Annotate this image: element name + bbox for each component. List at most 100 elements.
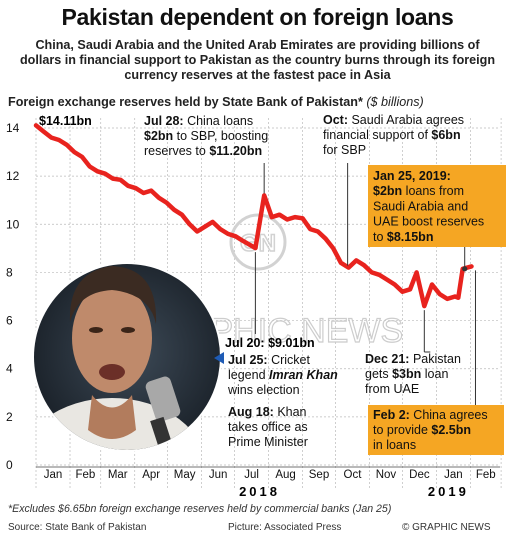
- note-jul28-line: Jul 28: China loans: [144, 114, 253, 128]
- data-point: [189, 223, 191, 225]
- data-point: [371, 271, 373, 273]
- year-label-2019: 2019: [428, 484, 469, 499]
- note-jul25-text: Imran Khan: [269, 368, 338, 382]
- publisher-credit: © GRAPHIC NEWS: [402, 522, 491, 533]
- note-jul25-text: Jul 25:: [228, 353, 268, 367]
- data-point: [73, 151, 75, 153]
- note-jan25-line: UAE boost reserves: [373, 215, 484, 229]
- note-feb2-text: Feb 2:: [373, 408, 410, 422]
- note-jul28-text: to SBP, boosting: [173, 129, 268, 143]
- photo-mouth: [99, 364, 125, 380]
- data-point: [196, 230, 198, 233]
- note-jul25-line: wins election: [227, 383, 300, 397]
- note-jul28-text: $2bn: [144, 129, 173, 143]
- note-aug18-text: Prime Minister: [228, 435, 308, 449]
- data-point: [58, 139, 60, 141]
- month-label: Mar: [108, 469, 128, 481]
- note-jan25-text: Jan 25, 2019:: [373, 169, 451, 183]
- note-jul20-text: $9.01bn: [265, 336, 315, 350]
- y-tick-label: 0: [6, 458, 13, 472]
- note-jan25-text: loans from: [402, 184, 464, 198]
- data-point: [409, 288, 411, 290]
- data-point: [135, 187, 137, 189]
- month-label: Jul: [244, 469, 259, 481]
- note-feb2-line: to provide $2.5bn: [373, 423, 471, 437]
- note-oct-text: for SBP: [323, 143, 366, 157]
- note-feb2-text: in loans: [373, 438, 416, 452]
- month-label: Apr: [142, 469, 160, 481]
- data-point: [112, 178, 114, 180]
- photo-eye: [121, 327, 135, 333]
- data-point: [278, 214, 281, 216]
- data-point: [286, 218, 288, 221]
- y-tick-label: 8: [6, 265, 13, 279]
- data-point: [35, 124, 37, 126]
- note-dec21-line: from UAE: [365, 382, 419, 396]
- note-jul28-line: $2bn to SBP, boosting: [144, 129, 268, 143]
- note-jul28-text: reserves to: [144, 144, 209, 158]
- note-jan25-line: Saudi Arabia and: [373, 199, 468, 213]
- note-aug18-text: Aug 18:: [228, 405, 274, 419]
- pointer-arrow: [214, 352, 224, 364]
- data-point: [348, 267, 350, 269]
- data-point: [423, 305, 425, 307]
- data-point: [416, 271, 418, 273]
- month-label: Sep: [309, 469, 329, 481]
- data-point: [332, 247, 334, 249]
- y-tick-label: 4: [6, 362, 13, 376]
- note-feb2-text: China agrees: [410, 408, 488, 422]
- note-oct-line: Oct: Saudi Arabia agrees: [323, 113, 464, 127]
- data-point: [309, 228, 311, 230]
- note-dec21-text: Pakistan: [409, 352, 460, 366]
- data-point: [325, 238, 327, 240]
- note-jan25-text: $8.15bn: [387, 230, 434, 244]
- note-dec21-text: $3bn: [392, 367, 421, 381]
- note-jan25-text: $2bn: [373, 184, 402, 198]
- note-jul25-text: legend: [228, 368, 269, 382]
- note-dec21-text: Dec 21:: [365, 352, 409, 366]
- note-jul25-text: Cricket: [268, 353, 311, 367]
- month-label: Oct: [344, 469, 363, 481]
- data-point: [263, 194, 265, 196]
- note-dec21-text: loan: [421, 367, 448, 381]
- data-point: [457, 297, 459, 299]
- note-dec21-text: gets: [365, 367, 392, 381]
- y-tick-label: 14: [6, 121, 20, 135]
- note-jul28-line: reserves to $11.20bn: [144, 144, 262, 158]
- data-point: [43, 131, 45, 133]
- note-jul20: Jul 20: $9.01bn: [225, 336, 315, 350]
- data-point: [242, 240, 244, 242]
- page-subtitle: China, Saudi Arabia and the United Arab …: [19, 38, 496, 82]
- y-tick-label: 10: [6, 217, 20, 231]
- note-aug18-line: Prime Minister: [228, 435, 308, 449]
- month-label: Jan: [44, 469, 63, 481]
- year-label-2018: 2018: [239, 484, 280, 499]
- note-jul25-line: legend Imran Khan: [228, 368, 338, 382]
- data-point: [165, 202, 168, 204]
- photo-eye: [89, 327, 103, 333]
- note-jan25-text: to: [373, 230, 387, 244]
- note-feb2-line: in loans: [373, 438, 416, 452]
- data-point: [150, 190, 152, 192]
- data-point: [173, 209, 175, 211]
- data-point: [340, 262, 342, 264]
- data-point: [142, 192, 145, 194]
- data-point: [89, 165, 91, 168]
- data-point: [470, 265, 473, 267]
- highlight-box-jan25: [368, 165, 506, 247]
- note-oct-text: Saudi Arabia agrees: [348, 113, 464, 127]
- start-value-label: $14.11bn: [39, 114, 92, 128]
- note-oct-line: for SBP: [323, 143, 366, 157]
- note-jul25-line: Jul 25: Cricket: [228, 353, 311, 367]
- data-point: [439, 293, 441, 295]
- footnote: *Excludes $6.65bn foreign exchange reser…: [8, 503, 392, 515]
- data-point: [317, 230, 319, 233]
- reserves-line: [33, 123, 474, 309]
- note-dec21-line: gets $3bn loan: [365, 367, 448, 381]
- data-point: [219, 228, 221, 230]
- note-jul25-text: wins election: [227, 383, 300, 397]
- note-jan25-line: $2bn loans from: [373, 184, 464, 198]
- data-point: [204, 226, 206, 228]
- photo-neck: [88, 395, 136, 439]
